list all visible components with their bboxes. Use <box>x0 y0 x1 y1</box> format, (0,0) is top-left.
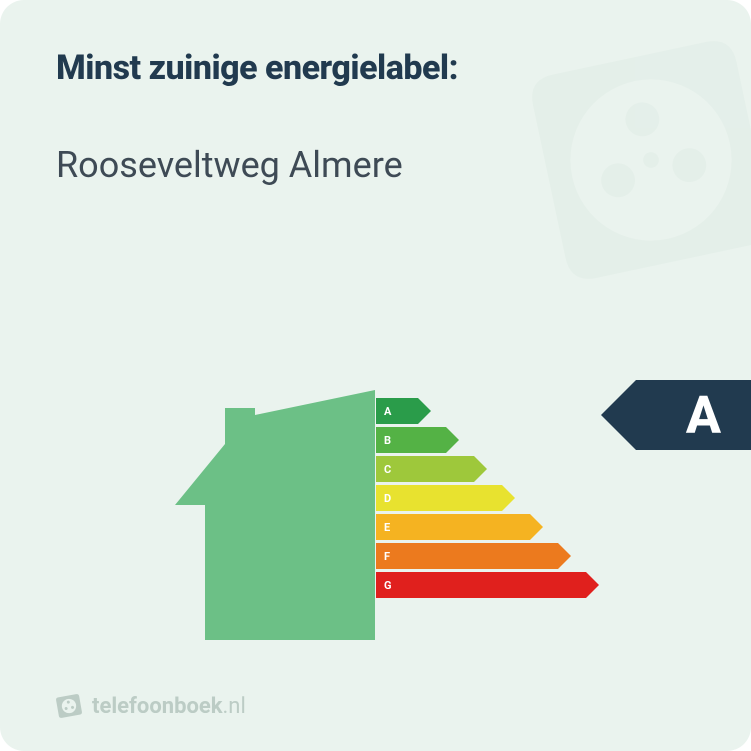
footer-brand: telefoonboek.nl <box>92 694 246 719</box>
energy-bar-label: D <box>384 492 391 505</box>
footer-brand-light: .nl <box>223 694 246 719</box>
energy-bar-label: C <box>384 463 391 476</box>
energy-label-card: Minst zuinige energielabel: Rooseveltweg… <box>0 0 751 751</box>
energy-bar-d: D <box>376 485 586 511</box>
house-icon <box>175 390 375 640</box>
energy-bar-label: G <box>384 579 392 592</box>
energy-bar-label: B <box>384 434 391 447</box>
card-title: Minst zuinige energielabel: <box>56 48 695 88</box>
energy-bar-f: F <box>376 543 586 569</box>
card-subtitle: Rooseveltweg Almere <box>56 144 695 186</box>
footer-logo-icon <box>56 693 82 719</box>
energy-bar-b: B <box>376 427 586 453</box>
selected-label-badge: A <box>636 380 751 450</box>
energy-bar-a: A <box>376 398 586 424</box>
energy-bar-label: E <box>384 521 390 534</box>
energy-bar-e: E <box>376 514 586 540</box>
energy-bar-label: A <box>384 405 391 418</box>
energy-bar-g: G <box>376 572 586 598</box>
footer: telefoonboek.nl <box>56 693 246 719</box>
energy-bar-label: F <box>384 550 390 563</box>
energy-chart: A B C D E F G A <box>0 350 751 650</box>
footer-brand-bold: telefoonboek <box>92 694 223 719</box>
energy-bar-c: C <box>376 456 586 482</box>
energy-bars: A B C D E F G <box>376 398 586 601</box>
selected-label-text: A <box>686 385 721 446</box>
